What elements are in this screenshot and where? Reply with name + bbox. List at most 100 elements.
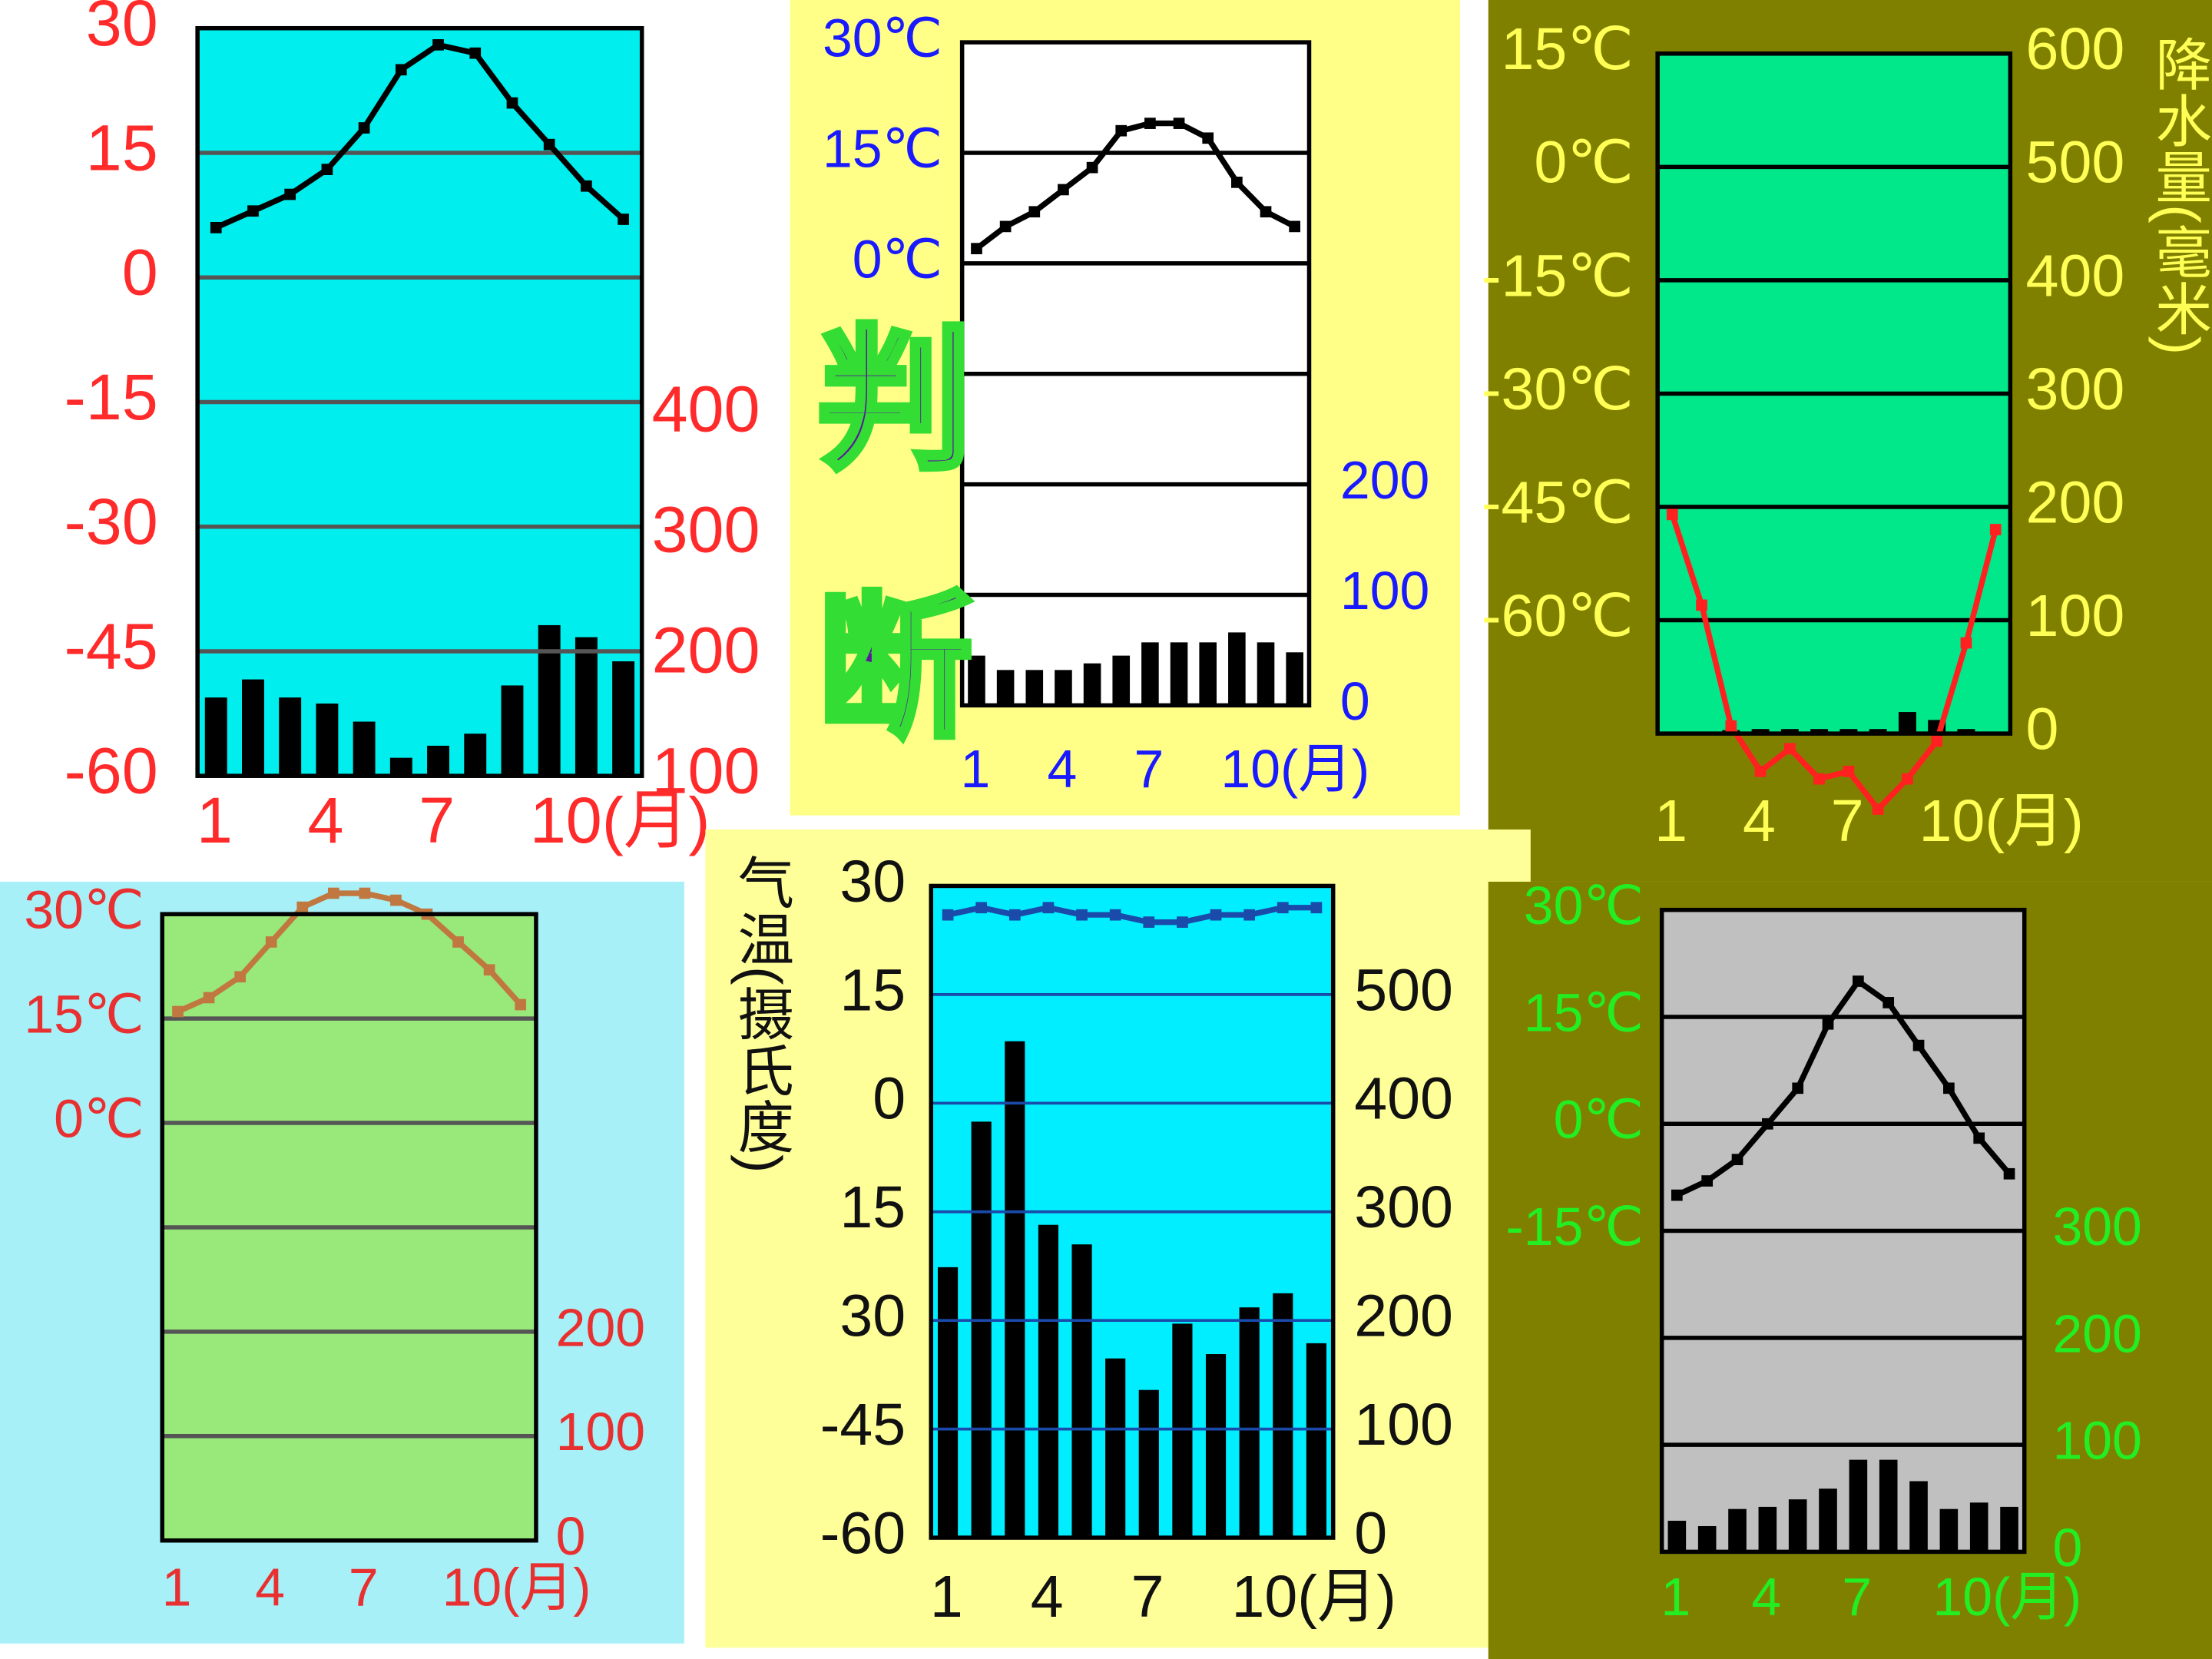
y-tick-label: 0℃	[1534, 130, 1634, 196]
temperature-point	[1872, 803, 1884, 815]
temperature-point	[1310, 902, 1323, 914]
plot-border	[929, 883, 1336, 1540]
y-tick-label: 0	[873, 1066, 906, 1132]
precip-bar	[1819, 1488, 1837, 1552]
y2-tick-label: 0	[2026, 696, 2059, 762]
x-tick-label: 7	[1131, 1564, 1164, 1630]
temperature-point	[1813, 773, 1825, 785]
temperature-point	[327, 887, 339, 899]
precip-bar	[1273, 1293, 1293, 1538]
temperature-point	[203, 992, 215, 1004]
y-tick-label: 30℃	[24, 880, 144, 940]
temperature-point	[1943, 1082, 1955, 1094]
temperature-point	[1754, 765, 1767, 777]
temperature-point	[1731, 1154, 1743, 1166]
precip-bar	[279, 697, 302, 777]
temperature-point	[1784, 743, 1796, 755]
y2-tick-label: 400	[652, 373, 760, 445]
temperature-point	[210, 221, 222, 233]
temperature-point	[172, 1005, 184, 1018]
precip-bar	[353, 721, 376, 777]
plot-border	[1655, 51, 2013, 736]
temperature-point	[1058, 184, 1069, 196]
precip-bar	[575, 637, 598, 777]
x-tick-label: 7	[1842, 1567, 1872, 1627]
precip-bar	[1849, 1459, 1868, 1552]
plot-border	[1659, 907, 2027, 1555]
temperature-point	[1277, 902, 1289, 914]
precip-bar	[1228, 632, 1246, 706]
x-tick-label: 1	[162, 1557, 192, 1617]
temperature-point	[1701, 1175, 1714, 1187]
x-tick-label: 7	[1134, 739, 1164, 799]
y-tick-label: -45℃	[1482, 469, 1634, 535]
temperature-point	[1143, 916, 1155, 928]
y2-tick-label: 400	[1354, 1066, 1453, 1132]
precip-bar	[2000, 1506, 2018, 1552]
temperature-point	[1792, 1082, 1804, 1094]
y-tick-label: -45	[65, 610, 158, 682]
temperature-point	[321, 164, 333, 175]
y-tick-label: -45	[820, 1392, 906, 1458]
precip-bar	[1697, 1525, 1717, 1552]
y-tick-label: -15℃	[1506, 1197, 1644, 1257]
y-tick-label: 0℃	[853, 229, 942, 289]
y-tick-label: 15	[839, 1174, 906, 1240]
x-tick-label: 10(月)	[530, 784, 710, 856]
precip-bar	[1869, 729, 1887, 734]
precip-bar	[1957, 729, 1975, 734]
x-tick-label: 4	[1031, 1564, 1064, 1630]
y2-tick-label: 100	[2052, 1411, 2141, 1471]
temperature-point	[1109, 909, 1121, 921]
temperature-point	[284, 188, 296, 200]
y2-tick-label: 500	[2026, 130, 2125, 196]
precip-bar	[1780, 729, 1799, 734]
y2-tick-label: 200	[2026, 469, 2125, 535]
y-tick-label: -30℃	[1482, 356, 1634, 422]
precip-bar	[1810, 729, 1829, 734]
x-tick-label: 4	[255, 1557, 285, 1617]
precip-bar	[389, 757, 412, 777]
temperature-point	[506, 97, 518, 109]
y-tick-label: -15	[65, 361, 158, 433]
precip-bar	[612, 661, 635, 777]
temperature-point	[1822, 1018, 1834, 1030]
precip-bar	[1909, 1481, 1928, 1552]
temperature-point	[1115, 124, 1128, 137]
temperature-point	[1666, 508, 1678, 521]
y2-tick-label: 100	[1354, 1392, 1453, 1458]
temperature-point	[265, 936, 277, 948]
y2-tick-label: 200	[1340, 450, 1429, 510]
precip-bar	[427, 745, 449, 777]
y2-tick-label: 0	[556, 1506, 586, 1566]
y2-tick-label: 100	[1340, 561, 1429, 621]
temperature-point	[358, 122, 370, 134]
y2-tick-label: 300	[652, 493, 760, 565]
temperature-point	[1671, 1189, 1683, 1201]
y-tick-label: -15℃	[1482, 243, 1634, 309]
x-tick-label: 10(月)	[1220, 739, 1369, 799]
temperature-point	[247, 205, 259, 217]
precip-bar	[1969, 1502, 1988, 1552]
temperature-point	[1883, 997, 1895, 1008]
temperature-point	[1931, 735, 1943, 747]
temperature-point	[432, 39, 444, 51]
temperature-point	[1144, 118, 1156, 129]
y-tick-label: -60℃	[1482, 583, 1634, 649]
precip-bar	[1758, 1506, 1777, 1552]
temperature-point	[1912, 1039, 1925, 1051]
y-tick-label: 15℃	[1524, 982, 1644, 1042]
y-tick-label: -60	[820, 1500, 906, 1566]
precip-bar	[1239, 1307, 1260, 1538]
y-tick-label: -30	[65, 485, 158, 558]
x-tick-label: 10(月)	[1232, 1564, 1396, 1630]
temperature-point	[1989, 524, 2002, 535]
x-tick-label: 4	[308, 784, 344, 856]
precip-bar	[204, 697, 227, 777]
plot-border	[959, 40, 1312, 708]
temperature-point	[1231, 177, 1243, 188]
precip-bar	[242, 679, 264, 777]
y2-axis-label: 降水量(毫米)	[2147, 35, 2211, 355]
precip-bar	[1005, 1041, 1025, 1538]
y2-tick-label: 0	[1354, 1500, 1387, 1566]
